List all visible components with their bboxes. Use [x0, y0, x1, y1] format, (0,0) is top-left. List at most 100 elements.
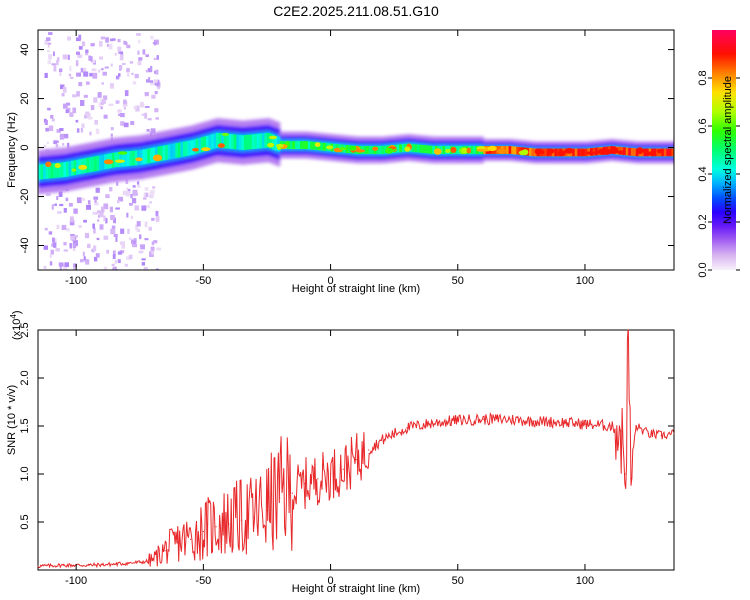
noise-speckle: [76, 91, 80, 97]
noise-speckle: [86, 81, 90, 85]
ridge-blob: [546, 148, 555, 154]
noise-speckle: [117, 39, 121, 43]
top-y-tick-label: 20: [19, 92, 31, 104]
ridge-cell: [127, 151, 130, 166]
noise-speckle: [99, 56, 103, 60]
ridge-blob: [372, 146, 379, 151]
noise-speckle: [109, 187, 113, 192]
noise-speckle: [137, 50, 140, 55]
ridge-cell: [663, 148, 667, 157]
noise-speckle: [120, 121, 125, 126]
noise-speckle: [89, 72, 93, 77]
noise-speckle: [132, 81, 137, 85]
noise-speckle: [113, 217, 116, 224]
ridge-cell: [300, 141, 303, 149]
ridge-cell: [149, 148, 153, 163]
ridge-cell: [180, 142, 184, 157]
ridge-cell: [190, 140, 194, 155]
ridge-blob: [326, 145, 334, 150]
noise-speckle: [151, 217, 155, 221]
ridge-cell: [572, 148, 576, 157]
top-x-tick-label: 100: [576, 275, 594, 287]
ridge-cell: [91, 156, 95, 172]
noise-speckle: [121, 244, 126, 249]
noise-speckle: [110, 63, 113, 67]
noise-speckle: [141, 262, 145, 266]
ridge-blob: [496, 148, 507, 154]
noise-speckle: [94, 202, 99, 206]
noise-speckle: [103, 215, 106, 222]
ridge-cell: [630, 148, 634, 156]
ridge-cell: [71, 160, 75, 176]
noise-speckle: [47, 44, 50, 48]
snr-point: [584, 423, 586, 425]
snr-point: [406, 427, 408, 429]
spectrogram-ridge: [38, 132, 674, 180]
noise-speckle: [124, 90, 129, 97]
ridge-cell: [157, 146, 161, 162]
noise-speckle: [134, 205, 140, 211]
top-y-axis-label: Frequency (Hz): [6, 112, 18, 188]
ridge-cell: [233, 134, 237, 150]
noise-speckle: [54, 238, 57, 244]
snr-point: [673, 433, 675, 435]
noise-speckle: [110, 83, 114, 87]
ridge-cell: [165, 145, 169, 160]
noise-speckle: [47, 107, 51, 111]
noise-speckle: [157, 86, 160, 90]
noise-speckle: [126, 44, 131, 49]
noise-speckle: [95, 253, 100, 258]
noise-speckle: [145, 69, 149, 73]
noise-speckle: [67, 54, 70, 60]
ridge-cell: [111, 152, 115, 168]
noise-speckle: [91, 59, 96, 64]
noise-speckle: [141, 113, 145, 116]
noise-speckle: [155, 210, 159, 216]
ridge-cell: [333, 143, 337, 152]
noise-speckle: [156, 55, 159, 60]
noise-speckle: [44, 120, 48, 125]
noise-speckle: [97, 210, 102, 214]
noise-speckle: [112, 250, 116, 257]
bottom-x-tick-label: 100: [576, 575, 594, 587]
noise-speckle: [73, 208, 78, 214]
noise-speckle: [83, 71, 89, 77]
ridge-cell: [412, 144, 415, 152]
top-y-tick-label: 40: [19, 43, 31, 55]
noise-speckle: [85, 260, 90, 265]
noise-speckle: [146, 129, 150, 132]
colorbar-tick-label: 0.8: [697, 70, 709, 85]
ridge-blob: [586, 151, 595, 155]
noise-speckle: [130, 215, 133, 219]
noise-speckle: [70, 76, 74, 79]
noise-speckle: [106, 249, 109, 254]
ridge-cell: [297, 141, 301, 149]
ridge-cell: [170, 144, 174, 159]
noise-speckle: [144, 221, 148, 228]
top-x-axis-label: Height of straight line (km): [292, 283, 420, 295]
ridge-cell: [254, 134, 258, 149]
noise-speckle: [137, 181, 140, 185]
noise-speckle: [94, 256, 98, 262]
noise-speckle: [53, 140, 57, 145]
noise-speckle: [139, 234, 142, 240]
noise-speckle: [144, 112, 148, 119]
top-x-tick-label: -50: [195, 275, 211, 287]
noise-speckle: [154, 108, 159, 113]
ridge-blob: [103, 159, 114, 165]
noise-speckle: [80, 128, 84, 133]
noise-speckle: [76, 72, 81, 77]
colorbar-tick-label: 0.4: [697, 166, 709, 181]
noise-speckle: [154, 70, 157, 74]
noise-speckle: [63, 249, 68, 252]
noise-speckle: [125, 42, 128, 46]
bottom-x-tick-label: -50: [195, 575, 211, 587]
noise-speckle: [143, 267, 148, 270]
noise-speckle: [69, 65, 72, 72]
ridge-cell: [48, 163, 52, 179]
noise-speckle: [82, 67, 87, 73]
ridge-cell: [633, 148, 637, 157]
noise-speckle: [155, 268, 159, 270]
noise-speckle: [67, 36, 71, 41]
noise-speckle: [149, 190, 155, 195]
